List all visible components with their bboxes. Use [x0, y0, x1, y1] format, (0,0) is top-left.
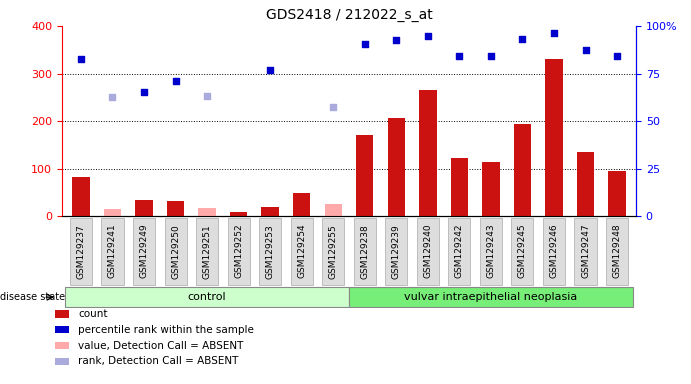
Point: [107, 94, 118, 101]
FancyBboxPatch shape: [448, 218, 471, 285]
Bar: [293, 194, 310, 216]
Text: GSM129250: GSM129250: [171, 224, 180, 278]
Text: GSM129245: GSM129245: [518, 224, 527, 278]
Point: [202, 93, 213, 99]
FancyBboxPatch shape: [543, 218, 565, 285]
FancyBboxPatch shape: [349, 287, 633, 307]
Bar: [55, 326, 69, 333]
Bar: [73, 177, 90, 216]
Point: [454, 53, 465, 59]
Bar: [261, 207, 279, 216]
Point: [328, 104, 339, 110]
Bar: [388, 118, 405, 216]
Point: [359, 41, 370, 47]
FancyBboxPatch shape: [227, 218, 249, 285]
FancyBboxPatch shape: [480, 218, 502, 285]
Bar: [451, 158, 468, 216]
Point: [422, 33, 433, 39]
FancyBboxPatch shape: [291, 218, 313, 285]
Point: [612, 53, 623, 59]
Bar: [325, 204, 342, 216]
Text: rank, Detection Call = ABSENT: rank, Detection Call = ABSENT: [78, 356, 238, 366]
Text: GSM129248: GSM129248: [613, 224, 622, 278]
Point: [391, 37, 402, 43]
Text: GSM129247: GSM129247: [581, 224, 590, 278]
Text: GSM129238: GSM129238: [360, 224, 369, 278]
Text: vulvar intraepithelial neoplasia: vulvar intraepithelial neoplasia: [404, 292, 578, 302]
FancyBboxPatch shape: [354, 218, 376, 285]
FancyBboxPatch shape: [259, 218, 281, 285]
Bar: [608, 171, 626, 216]
FancyBboxPatch shape: [574, 218, 596, 285]
Text: GSM129246: GSM129246: [549, 224, 558, 278]
Bar: [482, 162, 500, 216]
Point: [549, 30, 560, 36]
FancyBboxPatch shape: [322, 218, 344, 285]
Text: GSM129252: GSM129252: [234, 224, 243, 278]
Text: GSM129237: GSM129237: [77, 224, 86, 278]
Point: [485, 53, 496, 59]
Bar: [419, 90, 437, 216]
FancyBboxPatch shape: [606, 218, 628, 285]
Point: [138, 89, 149, 95]
Text: GSM129255: GSM129255: [329, 224, 338, 278]
Bar: [167, 201, 184, 216]
Bar: [230, 212, 247, 216]
Point: [265, 67, 276, 73]
Bar: [55, 342, 69, 349]
Text: GSM129254: GSM129254: [297, 224, 306, 278]
Title: GDS2418 / 212022_s_at: GDS2418 / 212022_s_at: [265, 8, 433, 22]
FancyBboxPatch shape: [511, 218, 533, 285]
Point: [517, 36, 528, 43]
Text: disease state: disease state: [0, 292, 65, 302]
Text: GSM129253: GSM129253: [265, 224, 274, 278]
Text: value, Detection Call = ABSENT: value, Detection Call = ABSENT: [78, 341, 243, 351]
Bar: [577, 152, 594, 216]
Bar: [514, 124, 531, 216]
Text: control: control: [188, 292, 227, 302]
Point: [580, 47, 591, 53]
Text: GSM129241: GSM129241: [108, 224, 117, 278]
Bar: [356, 136, 373, 216]
Text: GSM129239: GSM129239: [392, 224, 401, 278]
Text: GSM129249: GSM129249: [140, 224, 149, 278]
Bar: [135, 200, 153, 216]
FancyBboxPatch shape: [102, 218, 124, 285]
Text: GSM129251: GSM129251: [202, 224, 211, 278]
Text: count: count: [78, 309, 108, 319]
Bar: [545, 60, 562, 216]
Bar: [104, 209, 121, 216]
Text: GSM129240: GSM129240: [424, 224, 433, 278]
FancyBboxPatch shape: [70, 218, 92, 285]
FancyBboxPatch shape: [164, 218, 187, 285]
Text: GSM129243: GSM129243: [486, 224, 495, 278]
FancyBboxPatch shape: [417, 218, 439, 285]
FancyBboxPatch shape: [196, 218, 218, 285]
Point: [170, 78, 181, 84]
FancyBboxPatch shape: [386, 218, 408, 285]
Point: [75, 56, 86, 63]
Bar: [198, 208, 216, 216]
Text: percentile rank within the sample: percentile rank within the sample: [78, 325, 254, 335]
Bar: [55, 310, 69, 318]
FancyBboxPatch shape: [65, 287, 349, 307]
Text: GSM129242: GSM129242: [455, 224, 464, 278]
FancyBboxPatch shape: [133, 218, 155, 285]
Bar: [55, 358, 69, 365]
